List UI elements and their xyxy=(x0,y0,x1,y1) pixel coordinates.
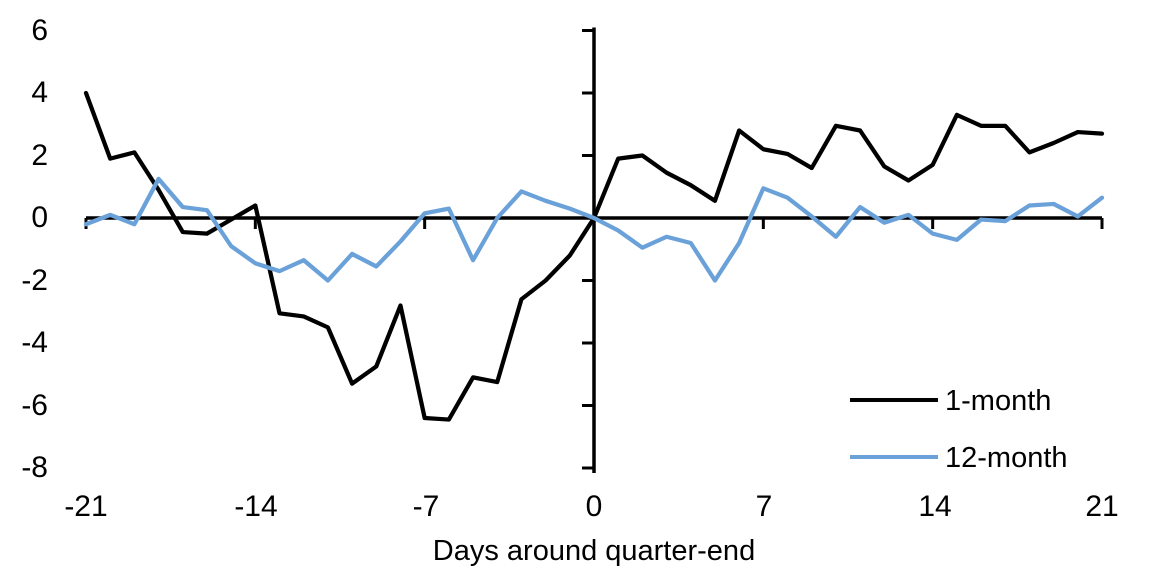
x-tick-label: -14 xyxy=(234,490,278,523)
x-tick-label: 0 xyxy=(585,490,603,523)
y-tick-label: -8 xyxy=(21,451,48,484)
y-tick-label: 6 xyxy=(31,14,48,47)
x-tick-label: 7 xyxy=(755,490,773,523)
legend-label-1-month: 1-month xyxy=(945,385,1052,417)
x-tick-label: 21 xyxy=(1085,490,1119,523)
x-tick-label: 14 xyxy=(918,490,952,523)
y-tick-label: 4 xyxy=(31,76,48,109)
legend-label-12-month: 12-month xyxy=(945,442,1068,474)
y-tick-label: -4 xyxy=(21,326,48,359)
series-line-12-month xyxy=(83,176,1105,283)
y-tick-label: 2 xyxy=(31,139,48,172)
legend-line-12-month xyxy=(850,455,938,459)
y-tick-label: -2 xyxy=(21,264,48,297)
x-tick-label: -7 xyxy=(412,490,440,523)
legend-line-1-month xyxy=(850,398,938,402)
x-axis-title: Days around quarter-end xyxy=(432,535,756,567)
x-tick-label: -21 xyxy=(64,490,108,523)
y-tick-label: -6 xyxy=(21,389,48,422)
y-tick-label: 0 xyxy=(31,201,48,234)
